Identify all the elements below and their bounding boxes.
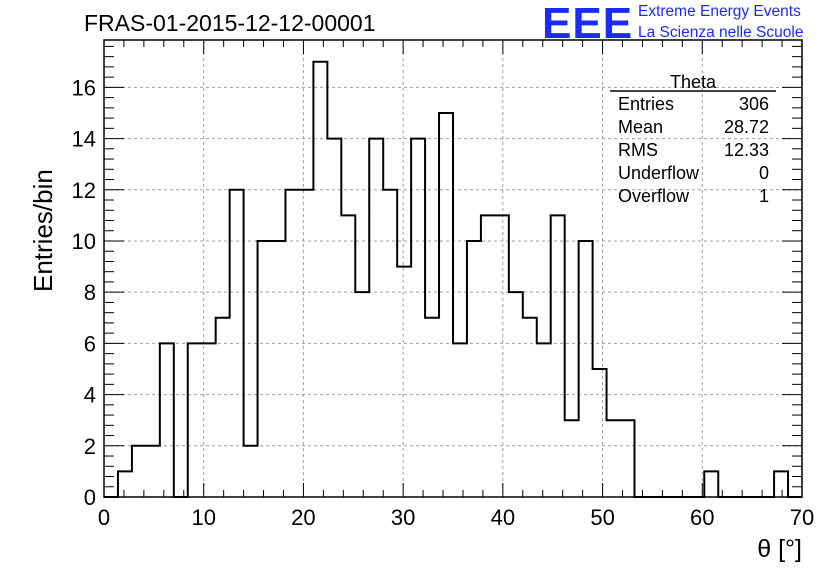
histogram-bin-4 [160,343,174,497]
histogram-bin-19 [369,139,383,497]
x-axis-label: θ [°] [757,535,802,563]
histogram-bin-17 [341,215,355,497]
stats-label-overflow: Overflow [618,186,690,206]
histogram-bin-16 [327,139,341,497]
histogram-bin-11 [258,241,272,497]
x-tick-label-10: 10 [191,505,215,530]
logo-caption-line1: Extreme Energy Events [638,3,801,20]
histogram-bin-15 [313,62,327,497]
x-tick-label-40: 40 [491,505,515,530]
stats-label-mean: Mean [618,117,663,137]
histogram-bin-3 [146,446,160,497]
x-tick-label-70: 70 [790,505,814,530]
stats-value-underflow: 0 [759,163,769,183]
x-tick-label-0: 0 [98,505,110,530]
histogram-bin-12 [272,241,286,497]
x-tick-label-30: 30 [391,505,415,530]
stats-label-underflow: Underflow [618,163,700,183]
histogram-bin-30 [523,318,537,497]
tick-marks [103,40,803,498]
histogram-bin-23 [425,318,439,497]
histogram-outline [104,60,802,498]
histogram-bin-25 [453,343,467,497]
y-tick-label-8: 8 [84,280,96,305]
histogram-bin-32 [551,215,565,497]
histogram-bin-2 [132,446,146,497]
histogram-bin-43 [704,471,718,497]
chart-title: FRAS-01-2015-12-12-00001 [84,10,376,36]
y-tick-label-4: 4 [84,383,96,408]
y-tick-label-6: 6 [84,331,96,356]
histogram-bin-22 [411,139,425,497]
y-tick-label-16: 16 [72,75,96,100]
histogram-bin-36 [607,420,621,497]
histogram-series [104,60,802,498]
histogram-bin-26 [467,241,481,497]
stats-value-entries: 306 [739,94,769,114]
eee-logo: EEE [542,0,634,48]
x-tick-label-50: 50 [590,505,614,530]
histogram-bin-8 [216,318,230,497]
y-tick-label-0: 0 [84,485,96,510]
logo-caption-line2: La Scienza nelle Scuole [638,24,804,41]
histogram-bin-1 [118,471,132,497]
y-tick-label-14: 14 [72,127,96,152]
histogram-bin-35 [593,369,607,497]
histogram-bin-34 [579,241,593,497]
histogram-bin-27 [481,215,495,497]
stats-value-mean: 28.72 [724,117,769,137]
y-tick-label-2: 2 [84,434,96,459]
x-tick-label-60: 60 [690,505,714,530]
stats-box-title: Theta [670,72,717,92]
y-tick-label-12: 12 [72,178,96,203]
histogram-bin-21 [397,267,411,497]
histogram-bin-33 [565,420,579,497]
histogram-bin-14 [299,190,313,497]
histogram-bin-10 [244,446,258,497]
histogram-bin-37 [621,420,635,497]
stats-label-rms: RMS [618,140,658,160]
histogram-bin-48 [774,471,788,497]
stats-label-entries: Entries [618,94,674,114]
stats-value-overflow: 1 [759,186,769,206]
stats-value-rms: 12.33 [724,140,769,160]
histogram-bin-28 [495,215,509,497]
y-tick-label-10: 10 [72,229,96,254]
histogram-bin-6 [188,343,202,497]
axes [103,39,803,498]
plot-frame [103,39,803,498]
histogram-bin-20 [383,190,397,497]
histogram-bin-24 [439,113,453,497]
histogram-bin-31 [537,343,551,497]
x-tick-label-20: 20 [291,505,315,530]
